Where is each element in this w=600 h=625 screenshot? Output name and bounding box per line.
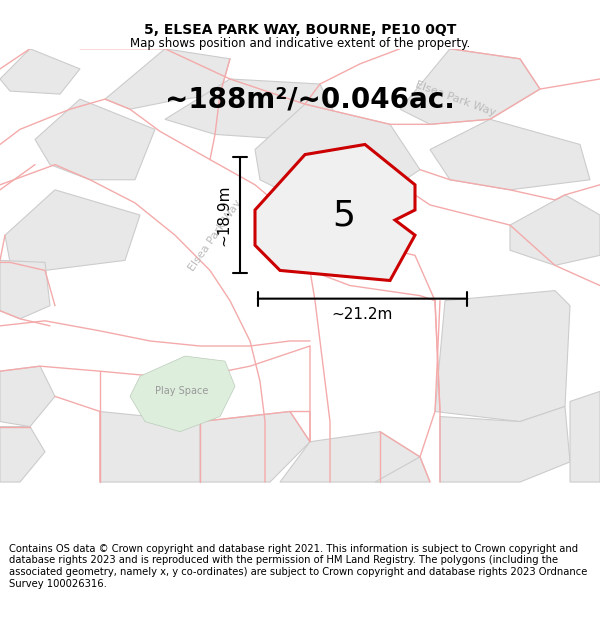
Polygon shape — [0, 49, 80, 94]
Polygon shape — [0, 261, 50, 319]
Polygon shape — [255, 144, 415, 281]
Text: Contains OS data © Crown copyright and database right 2021. This information is : Contains OS data © Crown copyright and d… — [9, 544, 587, 589]
Text: 5, ELSEA PARK WAY, BOURNE, PE10 0QT: 5, ELSEA PARK WAY, BOURNE, PE10 0QT — [144, 23, 456, 37]
Polygon shape — [255, 104, 420, 200]
Polygon shape — [440, 406, 570, 482]
Polygon shape — [35, 99, 155, 180]
Text: 5: 5 — [332, 199, 355, 232]
Polygon shape — [100, 411, 200, 482]
Polygon shape — [430, 119, 590, 190]
Text: Map shows position and indicative extent of the property.: Map shows position and indicative extent… — [130, 38, 470, 50]
Polygon shape — [400, 49, 540, 124]
Polygon shape — [105, 49, 230, 109]
Polygon shape — [165, 79, 340, 139]
Polygon shape — [200, 411, 310, 482]
Polygon shape — [330, 159, 400, 215]
Polygon shape — [570, 391, 600, 482]
Polygon shape — [5, 190, 140, 271]
Text: Elsea Park Way: Elsea Park Way — [413, 80, 496, 118]
Polygon shape — [510, 195, 600, 266]
Polygon shape — [130, 356, 235, 432]
Polygon shape — [435, 291, 570, 422]
Text: Play Space: Play Space — [155, 386, 209, 396]
Polygon shape — [375, 457, 430, 482]
Text: ~18.9m: ~18.9m — [217, 184, 232, 246]
Polygon shape — [0, 427, 45, 482]
Text: Elsea Park Way: Elsea Park Way — [187, 198, 244, 272]
Text: ~21.2m: ~21.2m — [332, 308, 393, 322]
Polygon shape — [0, 366, 55, 427]
Text: ~188m²/~0.046ac.: ~188m²/~0.046ac. — [165, 85, 455, 113]
Polygon shape — [280, 432, 420, 482]
